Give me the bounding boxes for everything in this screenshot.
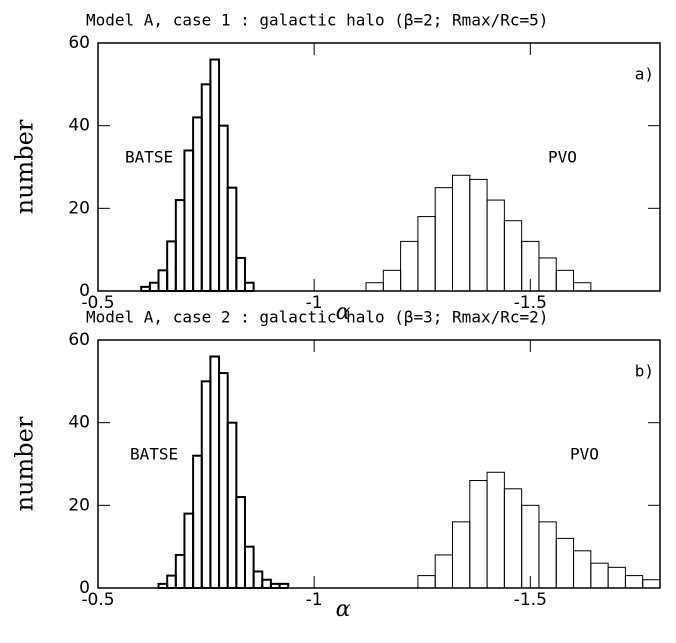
histogram-bar [624,575,644,589]
histogram-bar [166,240,177,292]
histogram-bar [226,186,238,293]
histogram-bar [503,220,523,292]
histogram-bar [486,199,505,292]
histogram-bar [243,281,255,293]
histogram-bar [503,488,523,589]
histogram-bar [235,256,246,292]
histogram-bar [607,566,626,589]
x-tick-label: -1.5 [514,293,547,313]
histogram-bar [209,58,221,292]
series-label: PVO [570,445,599,464]
y-axis-label: number [11,416,39,511]
histogram-bar [451,174,471,292]
histogram-bar [555,269,575,292]
histogram-bar [469,480,488,589]
series-label: BATSE [125,148,173,167]
histogram-bar [157,269,169,293]
histogram-bar [434,554,453,589]
histogram-bar [434,187,453,292]
histogram-bar [192,116,203,293]
x-tick-label: -1 [306,590,323,610]
x-tick-label: -0.5 [81,590,114,610]
histogram-bar [261,578,272,590]
histogram-bar [538,257,557,292]
x-tick-label: -0.5 [81,293,114,313]
panel-label: b) [635,362,654,381]
histogram-bar [417,216,436,292]
panel-label: a) [635,65,654,84]
y-tick-label: 20 [68,198,90,218]
histogram-bar [252,570,264,590]
histogram-bar [183,512,195,589]
histogram-bar [382,269,402,292]
y-tick-label: 0 [79,281,90,301]
histogram-bar [200,83,212,293]
histogram-bar [192,454,203,589]
histogram-bar [183,149,195,292]
series-label: PVO [548,148,577,167]
y-tick-label: 60 [68,330,90,350]
histogram-bar [174,199,186,292]
histogram-bar [538,521,557,589]
x-axis-label: α [336,597,351,622]
histogram-bar [174,553,186,590]
plot-frame [97,42,661,292]
histogram-bar [555,537,575,589]
y-axis-label: number [11,119,39,214]
histogram-bar [278,582,290,589]
histogram-bar [365,282,384,292]
series-label: BATSE [130,445,178,464]
panel-title: Model A, case 2 : galactic halo (β=3; Rm… [86,308,548,327]
y-tick-label: 40 [68,116,90,136]
histogram-bar [209,355,221,589]
histogram-bar [521,504,540,589]
histogram-bar [235,496,246,590]
histogram-bar [269,582,281,589]
histogram-bar [451,521,471,589]
plot-frame [97,339,661,589]
histogram-bar [573,550,592,589]
histogram-bar [218,124,229,292]
x-tick-label: -1 [306,293,323,313]
x-axis-label: α [336,300,351,325]
histogram-bar [417,575,436,589]
x-tick-label: -1.5 [514,590,547,610]
histogram-bar [573,282,592,292]
histogram-bar [469,178,488,292]
histogram-bar [157,582,169,589]
histogram-bar [226,421,238,589]
histogram-bar [590,562,609,589]
y-tick-label: 20 [68,495,90,515]
histogram-bar [400,240,419,292]
histogram-bar [140,285,151,293]
y-tick-label: 0 [79,578,90,598]
histogram-bar [243,545,255,590]
histogram-bar [148,281,160,293]
panel-title: Model A, case 1 : galactic halo (β=2; Rm… [86,11,548,30]
histogram-bar [486,471,505,589]
histogram-bar [166,574,177,589]
y-tick-label: 40 [68,413,90,433]
histogram-bar [218,372,229,590]
y-tick-label: 60 [68,33,90,53]
histogram-bar [200,380,212,590]
histogram-bar [642,579,661,589]
